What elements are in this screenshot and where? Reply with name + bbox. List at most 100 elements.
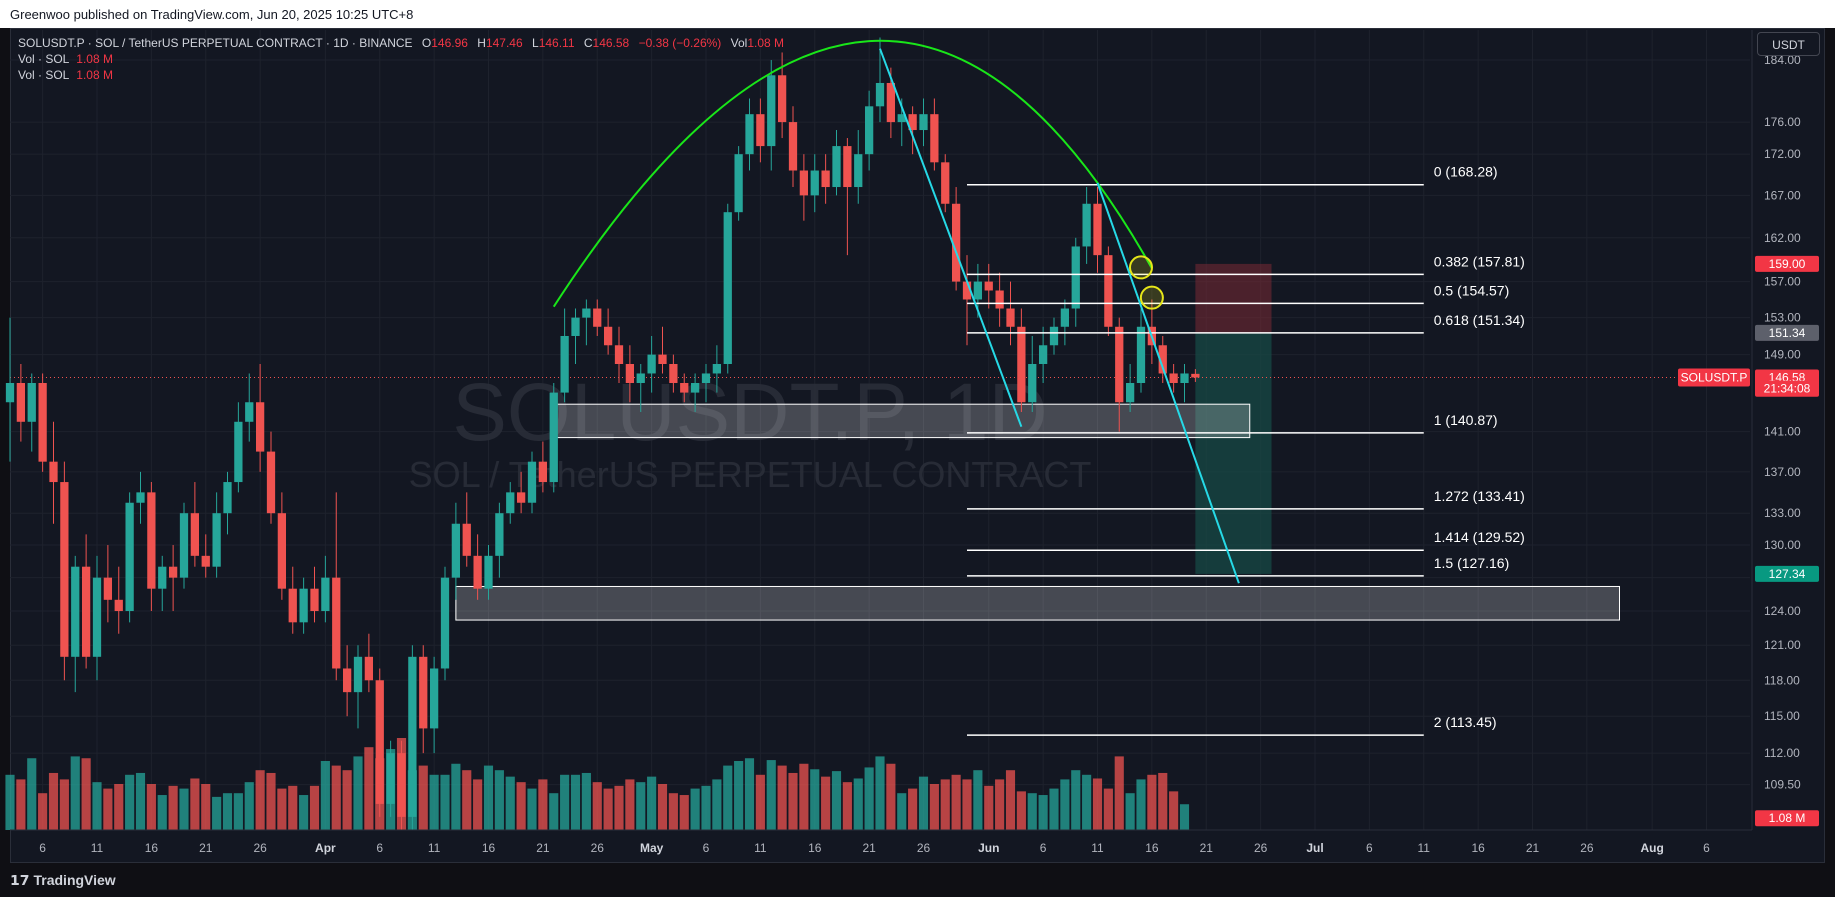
y-tick-label: 109.50	[1764, 778, 1801, 792]
volume-bar	[853, 778, 863, 830]
x-tick-label: Jun	[978, 841, 999, 855]
candle-body	[147, 492, 156, 589]
candle	[321, 555, 330, 623]
candle	[495, 502, 504, 578]
volume-bar	[331, 765, 341, 830]
volume-bar	[38, 793, 48, 830]
candle	[560, 308, 569, 403]
candle	[1136, 308, 1146, 393]
volume-bar	[429, 774, 439, 830]
x-tick-label: 21	[1200, 841, 1214, 855]
price-tag-label: 151.34	[1769, 326, 1806, 340]
tradingview-logo-text: TradingView	[33, 872, 116, 888]
candle-body	[1028, 364, 1037, 403]
x-tick-label: 11	[428, 841, 441, 855]
volume-bar	[799, 763, 809, 830]
legend-symbol-row: SOLUSDT.P · SOL / TetherUS PERPETUAL CON…	[18, 35, 784, 51]
candle	[962, 255, 972, 346]
y-tick-label: 121.00	[1764, 638, 1801, 652]
candle	[484, 545, 493, 600]
candle-body	[1006, 308, 1015, 327]
chart-pane[interactable]	[10, 28, 1825, 863]
candle-body	[951, 203, 961, 282]
legend-volume-row-1[interactable]: Vol · SOL 1.08 M	[18, 51, 784, 67]
legend-volume-row-2[interactable]: Vol · SOL 1.08 M	[18, 67, 784, 83]
candle-body	[810, 170, 819, 196]
candle	[223, 471, 232, 535]
currency-button[interactable]: USDT	[1757, 32, 1820, 56]
candle-body	[321, 577, 330, 612]
stop-loss-zone	[1195, 263, 1272, 333]
x-tick-label: 16	[1145, 841, 1159, 855]
candle	[125, 492, 134, 623]
candle	[854, 130, 863, 204]
volume-bar	[483, 765, 494, 830]
price-tag-label: 21:34:08	[1764, 382, 1811, 396]
volume-bar	[1060, 779, 1070, 830]
fib-level-label: 1 (140.87)	[1434, 412, 1498, 428]
x-tick-label: 16	[1471, 841, 1485, 855]
candle-body	[71, 566, 80, 657]
fib-level-label: 0 (168.28)	[1434, 164, 1498, 180]
volume-bar	[951, 774, 961, 830]
candle-body	[723, 212, 732, 365]
volume-bar	[984, 785, 994, 830]
tradingview-logo[interactable]: 𝟭𝟳 TradingView	[10, 872, 116, 889]
volume-bar	[929, 784, 939, 830]
volume-bar	[1005, 770, 1016, 830]
volume-bar	[831, 771, 842, 830]
candle	[397, 740, 406, 830]
candle	[712, 345, 722, 393]
candle	[114, 566, 123, 634]
y-tick-label: 172.00	[1764, 147, 1801, 161]
candle	[462, 492, 471, 567]
price-tag-label: 159.00	[1769, 257, 1806, 271]
candle-body	[1093, 203, 1102, 256]
take-profit-zone	[1195, 332, 1272, 574]
volume-bar	[995, 779, 1005, 830]
x-tick-label: 26	[917, 841, 931, 855]
x-tick-label: 6	[703, 841, 710, 855]
x-tick-label: 6	[1366, 841, 1373, 855]
volume-bar	[723, 765, 733, 830]
candle	[821, 154, 830, 204]
candle-body	[332, 577, 341, 669]
candle-body	[1158, 345, 1167, 374]
candle	[527, 451, 537, 514]
candle	[745, 98, 754, 171]
publisher-bar: Greenwoo published on TradingView.com, J…	[0, 0, 1835, 28]
candle-body	[49, 461, 58, 483]
volume-bar	[668, 793, 678, 830]
symbol-price-tag: SOLUSDT.P	[1681, 370, 1748, 384]
candle-body	[375, 680, 384, 804]
volume-bar	[288, 785, 298, 830]
volume-bar	[886, 763, 896, 830]
volume-bar	[48, 772, 59, 830]
candle	[364, 633, 374, 693]
candle	[179, 502, 189, 589]
volume-bar	[1049, 788, 1059, 830]
candle-body	[1038, 345, 1048, 365]
fib-level-label: 1.272 (133.41)	[1434, 488, 1525, 504]
candle-body	[234, 421, 243, 483]
candle	[255, 364, 265, 472]
candle-body	[397, 753, 406, 817]
candle-body	[451, 523, 461, 578]
highlight-circle	[1139, 285, 1164, 310]
candle	[168, 545, 178, 612]
candle-body	[897, 114, 906, 123]
candle	[429, 656, 439, 754]
volume-bar	[27, 758, 37, 830]
candle	[266, 431, 276, 524]
candle-body	[886, 82, 896, 123]
legend-symbol[interactable]: SOLUSDT.P · SOL / TetherUS PERPETUAL CON…	[18, 36, 413, 50]
legend-high-label: H	[477, 36, 486, 50]
candle-body	[527, 461, 537, 503]
volume-bar	[494, 770, 504, 830]
candle-body	[16, 382, 26, 422]
volume-bar	[1125, 793, 1135, 830]
volume-bar	[647, 776, 657, 830]
candle-body	[603, 326, 613, 346]
volume-bar	[755, 774, 765, 830]
